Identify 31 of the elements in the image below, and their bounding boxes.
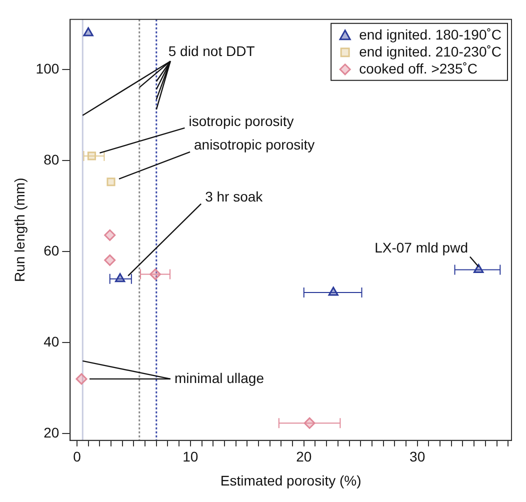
point <box>150 268 161 280</box>
x-axis-title: Estimated porosity (%) <box>220 472 362 488</box>
annotation: isotropic porosity <box>188 112 294 129</box>
point <box>104 229 116 241</box>
point <box>104 254 116 266</box>
y-tick-label: 60 <box>44 242 60 258</box>
y-tick-label: 20 <box>44 424 60 440</box>
point <box>106 178 116 186</box>
y-tick-label: 100 <box>36 60 60 76</box>
y-axis-title: Run length (mm) <box>11 178 28 282</box>
annotation: minimal ullage <box>174 370 264 386</box>
x-tick-label: 30 <box>410 448 426 465</box>
x-tick-label: 20 <box>296 448 312 465</box>
point <box>87 152 96 160</box>
annotation: LX-07 mld pwd <box>374 240 468 256</box>
annotation: anisotropic porosity <box>194 136 315 153</box>
point <box>83 27 94 36</box>
x-tick-label: 0 <box>73 448 82 465</box>
annotation: 3 hr soak <box>205 188 264 205</box>
y-tick-label: 40 <box>44 333 60 350</box>
x-tick-label: 10 <box>182 448 198 465</box>
legend-label: end ignited. 180-190˚C <box>359 26 502 42</box>
point <box>328 286 338 296</box>
point <box>474 264 484 273</box>
legend-label: cooked off. >235˚C <box>359 60 478 76</box>
legend-label: end ignited. 210-230˚C <box>359 43 502 60</box>
point <box>304 417 316 429</box>
point <box>115 273 126 282</box>
y-tick-label: 80 <box>44 151 60 168</box>
point <box>76 373 88 385</box>
annotation: 5 did not DDT <box>168 43 256 60</box>
